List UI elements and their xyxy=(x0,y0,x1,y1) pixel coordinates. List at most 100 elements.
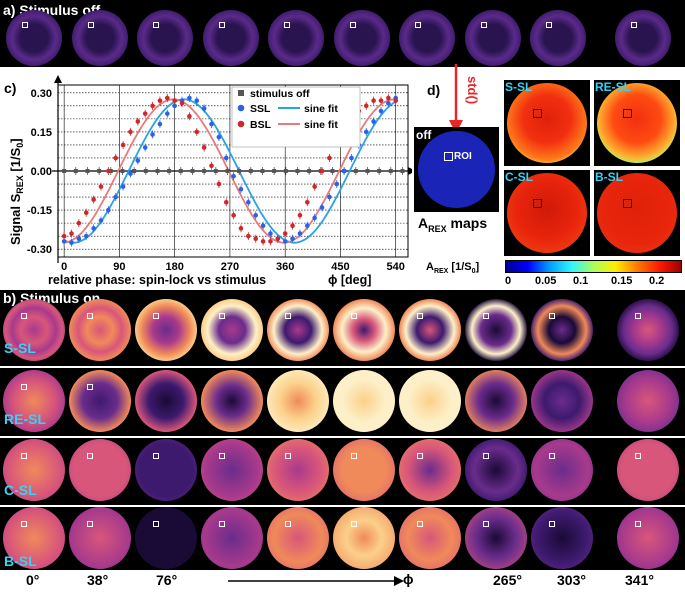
data-point-ssl xyxy=(282,239,288,244)
stimulus-off-image xyxy=(71,10,128,66)
stimulus-on-image-b-sl xyxy=(617,507,679,569)
legend-marker xyxy=(238,90,244,96)
stimulus-off-image xyxy=(6,10,62,66)
y-tick-label: 0.00 xyxy=(31,166,52,178)
data-point-ssl xyxy=(216,134,222,140)
data-point-stimulus-off xyxy=(190,169,195,173)
data-point-ssl xyxy=(164,111,170,116)
stimulus-on-image-b-sl xyxy=(465,507,527,569)
data-point-ssl xyxy=(371,119,376,124)
sine-fits xyxy=(63,98,398,244)
data-point-ssl xyxy=(334,181,340,187)
roi-box xyxy=(548,452,555,459)
stimulus-off-image xyxy=(137,10,193,66)
stimulus-off-image xyxy=(530,10,586,66)
roi-box xyxy=(87,22,94,29)
colorbar-tick-label: 0 xyxy=(505,275,512,287)
colorbar-tick-label: 0.15 xyxy=(611,275,633,287)
stimulus-on-image-s-sl xyxy=(69,299,131,361)
stimulus-on-image-s-sl xyxy=(531,299,593,361)
roi-box xyxy=(350,452,357,459)
arex-map-c-sl: C-SL xyxy=(504,170,590,256)
stimulus-on-image-c-sl xyxy=(3,439,65,501)
x-tick-label: 270 xyxy=(221,261,239,273)
data-point-bsl xyxy=(363,103,369,109)
stimulus-on-image-c-sl xyxy=(465,439,527,501)
data-point-bsl xyxy=(223,199,229,205)
data-point-ssl xyxy=(209,121,214,127)
data-point-stimulus-off xyxy=(85,169,90,173)
stimulus-on-image-s-sl xyxy=(465,299,527,361)
data-point-ssl xyxy=(290,236,295,242)
arex-map-label: B-SL xyxy=(595,170,623,184)
data-point-stimulus-off xyxy=(295,169,300,173)
row-separator xyxy=(0,366,685,368)
roi-box xyxy=(20,520,27,527)
phase-label-0: 0° xyxy=(26,572,40,588)
data-point-ssl xyxy=(172,103,177,109)
stimulus-on-image-re-sl xyxy=(135,370,197,432)
chart-ticks: 0 90 180 270 360 450 540 0.30 0.15 0.00 -0.15 -0.30 xyxy=(27,88,405,273)
roi-box xyxy=(284,520,291,527)
arex-maps-title: AREX maps xyxy=(418,215,488,234)
stimulus-on-image-b-sl xyxy=(399,507,461,569)
row-label-c-sl: C-SL xyxy=(4,482,37,498)
data-point-stimulus-off xyxy=(155,169,160,173)
phase-label-341: 341° xyxy=(625,572,654,588)
data-point-bsl xyxy=(209,163,214,169)
data-point-bsl xyxy=(61,233,67,239)
data-point-bsl xyxy=(216,181,222,187)
legend-box xyxy=(231,86,361,148)
stimulus-off-image xyxy=(464,10,521,66)
data-point-ssl xyxy=(98,218,104,223)
data-point-stimulus-off xyxy=(178,169,183,173)
data-point-ssl xyxy=(260,223,266,229)
roi-box xyxy=(153,22,160,29)
y-tick-label: 0.15 xyxy=(31,127,52,139)
arex-map-re-sl: RE-SL xyxy=(594,80,680,166)
arex-map-b-sl: B-SL xyxy=(594,170,680,256)
roi-box xyxy=(152,520,159,527)
stimulus-on-image-b-sl xyxy=(135,507,197,569)
row-label-b-sl: B-SL xyxy=(4,553,37,569)
data-point-bsl xyxy=(142,111,148,116)
colorbar-tick-label: 0.2 xyxy=(649,275,665,287)
legend-marker xyxy=(237,104,245,112)
legend-label: sine fit xyxy=(304,119,338,131)
data-point-bsl xyxy=(253,236,259,242)
data-point-bsl xyxy=(282,231,288,236)
roi-box xyxy=(634,520,641,527)
data-point-ssl xyxy=(113,194,119,200)
stimulus-on-image-c-sl xyxy=(135,439,197,501)
data-point-bsl xyxy=(69,231,74,236)
sine-fit-line xyxy=(63,98,398,244)
data-point-bsl xyxy=(304,199,310,205)
data-point-ssl xyxy=(378,108,384,114)
stimulus-on-image-c-sl xyxy=(399,439,461,501)
data-point-stimulus-off xyxy=(62,169,67,173)
data-point-ssl xyxy=(76,236,82,242)
row-label-s-sl: S-SL xyxy=(4,340,36,356)
data-point-bsl xyxy=(319,168,325,174)
roi-box xyxy=(20,383,27,390)
data-point-bsl xyxy=(393,98,399,103)
roi-box xyxy=(86,520,93,527)
data-point-bsl xyxy=(238,226,244,231)
roi-box xyxy=(634,312,641,319)
stimulus-off-image xyxy=(615,10,671,66)
data-point-bsl xyxy=(179,100,185,106)
x-axis-label: relative phase: spin-lock vs stimulus xyxy=(48,273,266,287)
roi-box xyxy=(623,109,632,118)
data-point-ssl xyxy=(349,155,354,161)
stimulus-on-image-c-sl xyxy=(267,439,329,501)
y-tick-label: -0.30 xyxy=(27,244,52,256)
stimulus-on-image-s-sl xyxy=(135,299,197,361)
std-label: std() xyxy=(465,76,478,104)
data-point-ssl xyxy=(246,199,251,205)
stimulus-on-image-c-sl xyxy=(531,439,593,501)
stimulus-on-image-c-sl xyxy=(617,439,679,501)
row-label-re-sl: RE-SL xyxy=(4,411,46,427)
data-point-bsl xyxy=(164,95,170,101)
roi-box xyxy=(548,520,555,527)
roi-box xyxy=(218,312,225,319)
